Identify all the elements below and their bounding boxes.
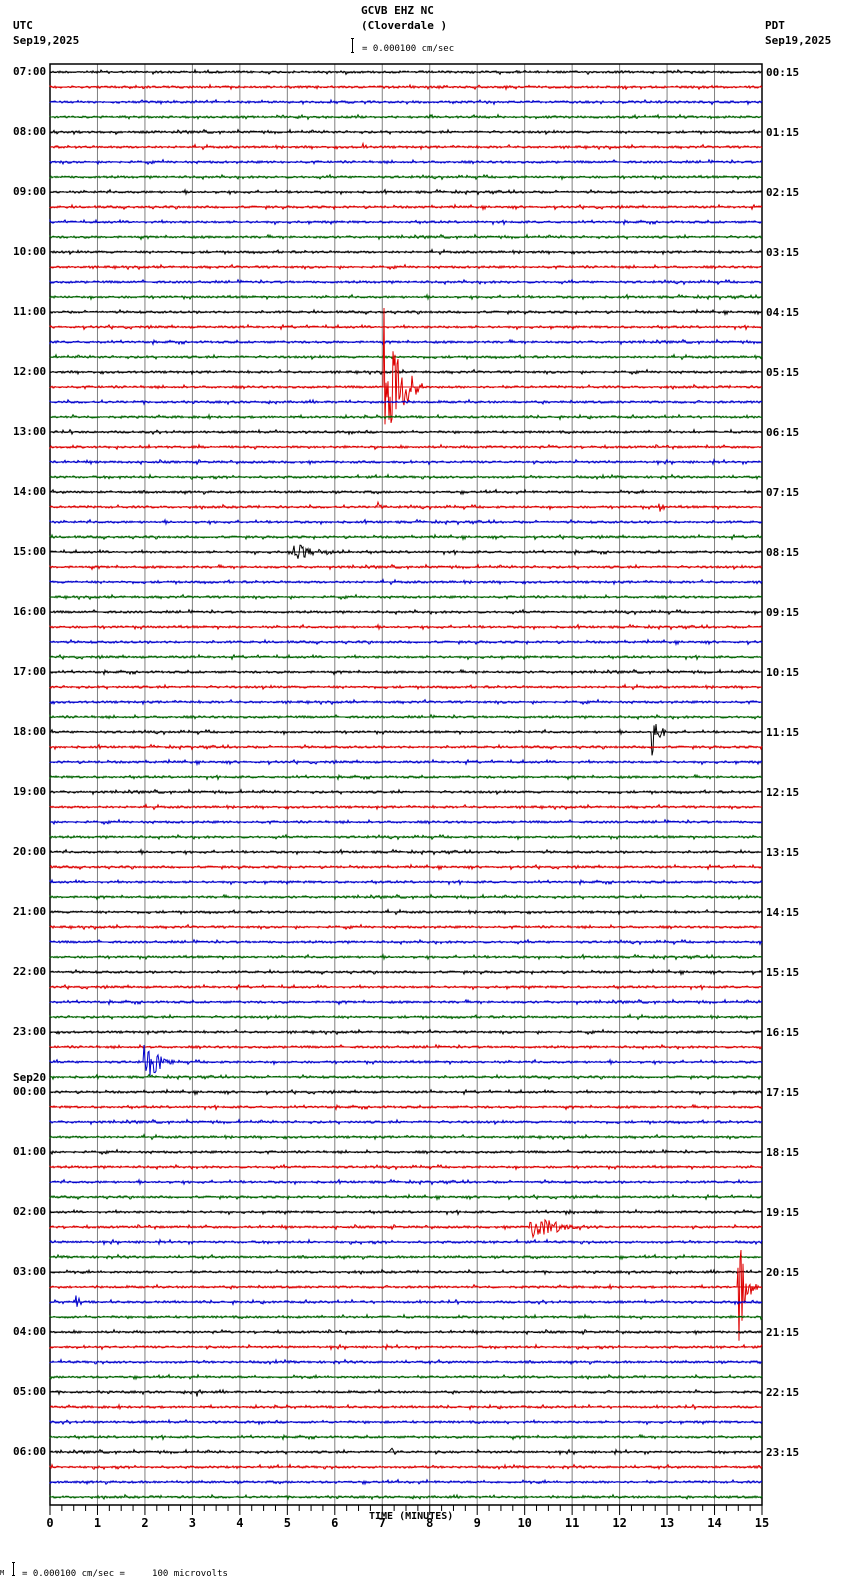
footer-scale-text: = 0.000100 cm/sec = 100 microvolts [22, 1569, 228, 1579]
pdt-hour-label: 00:15 [766, 66, 800, 79]
utc-hour-label: 16:00 [13, 605, 47, 618]
x-tick-label: 10 [517, 1516, 531, 1530]
pdt-hour-label: 16:15 [766, 1026, 800, 1039]
pdt-hour-label: 14:15 [766, 906, 800, 919]
pdt-hour-label: 13:15 [766, 846, 800, 859]
x-tick-label: 13 [660, 1516, 674, 1530]
utc-hour-label: 21:00 [13, 905, 47, 918]
utc-hour-label: 03:00 [13, 1265, 47, 1278]
x-tick-label: 5 [284, 1516, 291, 1530]
x-tick-label: 1 [94, 1516, 101, 1530]
utc-hour-label: 19:00 [13, 785, 47, 798]
utc-hour-label: 15:00 [13, 545, 47, 558]
pdt-hour-label: 20:15 [766, 1266, 800, 1279]
pdt-hour-label: 19:15 [766, 1206, 800, 1219]
pdt-hour-label: 03:15 [766, 246, 800, 259]
pdt-hour-label: 10:15 [766, 666, 800, 679]
x-tick-label: 12 [612, 1516, 626, 1530]
x-tick-label: 3 [189, 1516, 196, 1530]
pdt-hour-label: 15:15 [766, 966, 800, 979]
pdt-hour-label: 09:15 [766, 606, 800, 619]
utc-hour-label: 11:00 [13, 305, 47, 318]
right-timezone: PDT [765, 19, 785, 32]
utc-hour-label: 20:00 [13, 845, 47, 858]
pdt-hour-label: 08:15 [766, 546, 800, 559]
utc-hour-label: 01:00 [13, 1145, 47, 1158]
scale-bar-icon [351, 38, 354, 53]
x-tick-label: 11 [565, 1516, 579, 1530]
utc-hour-label: 14:00 [13, 485, 47, 498]
pdt-hour-label: 04:15 [766, 306, 800, 319]
x-tick-label: 14 [707, 1516, 721, 1530]
pdt-hour-label: 22:15 [766, 1386, 800, 1399]
utc-hour-label: 10:00 [13, 245, 47, 258]
right-date: Sep19,2025 [765, 34, 832, 47]
utc-date-label: Sep20 [13, 1071, 47, 1084]
pdt-hour-label: 21:15 [766, 1326, 800, 1339]
x-tick-label: 7 [379, 1516, 386, 1530]
x-tick-label: 0 [46, 1516, 53, 1530]
x-tick-label: 6 [331, 1516, 338, 1530]
x-tick-label: 4 [236, 1516, 243, 1530]
pdt-hour-label: 23:15 [766, 1446, 800, 1459]
pdt-hour-label: 11:15 [766, 726, 800, 739]
pdt-hour-label: 02:15 [766, 186, 800, 199]
pdt-hour-label: 05:15 [766, 366, 800, 379]
utc-hour-label: 00:00 [13, 1085, 47, 1098]
utc-hour-label: 22:00 [13, 965, 47, 978]
left-timezone: UTC [13, 19, 33, 32]
station-location: (Cloverdale ) [361, 19, 448, 32]
pdt-hour-label: 06:15 [766, 426, 800, 439]
left-date: Sep19,2025 [13, 34, 80, 47]
utc-hour-label: 17:00 [13, 665, 47, 678]
x-tick-label: 15 [755, 1516, 769, 1530]
station-title: GCVB EHZ NC [361, 4, 434, 17]
utc-hour-label: 23:00 [13, 1025, 47, 1038]
pdt-hour-label: 12:15 [766, 786, 800, 799]
scale-text: = 0.000100 cm/sec [362, 44, 455, 54]
utc-hour-label: 08:00 [13, 125, 47, 138]
pdt-hour-label: 01:15 [766, 126, 800, 139]
utc-hour-label: 18:00 [13, 725, 47, 738]
utc-hour-label: 04:00 [13, 1325, 47, 1338]
pdt-hour-label: 07:15 [766, 486, 800, 499]
utc-hour-label: 02:00 [13, 1205, 47, 1218]
footer-scale-bar-icon [12, 1562, 15, 1576]
utc-hour-label: 13:00 [13, 425, 47, 438]
utc-hour-label: 07:00 [13, 65, 47, 78]
x-tick-label: 9 [474, 1516, 481, 1530]
pdt-hour-label: 18:15 [766, 1146, 800, 1159]
footer-prefix: M [0, 1569, 5, 1577]
utc-hour-label: 12:00 [13, 365, 47, 378]
x-axis-label: TIME (MINUTES) [369, 1511, 454, 1522]
x-tick-label: 2 [141, 1516, 148, 1530]
utc-hour-label: 05:00 [13, 1385, 47, 1398]
utc-hour-label: 06:00 [13, 1445, 47, 1458]
pdt-hour-label: 17:15 [766, 1086, 800, 1099]
utc-hour-label: 09:00 [13, 185, 47, 198]
x-tick-label: 8 [426, 1516, 433, 1530]
